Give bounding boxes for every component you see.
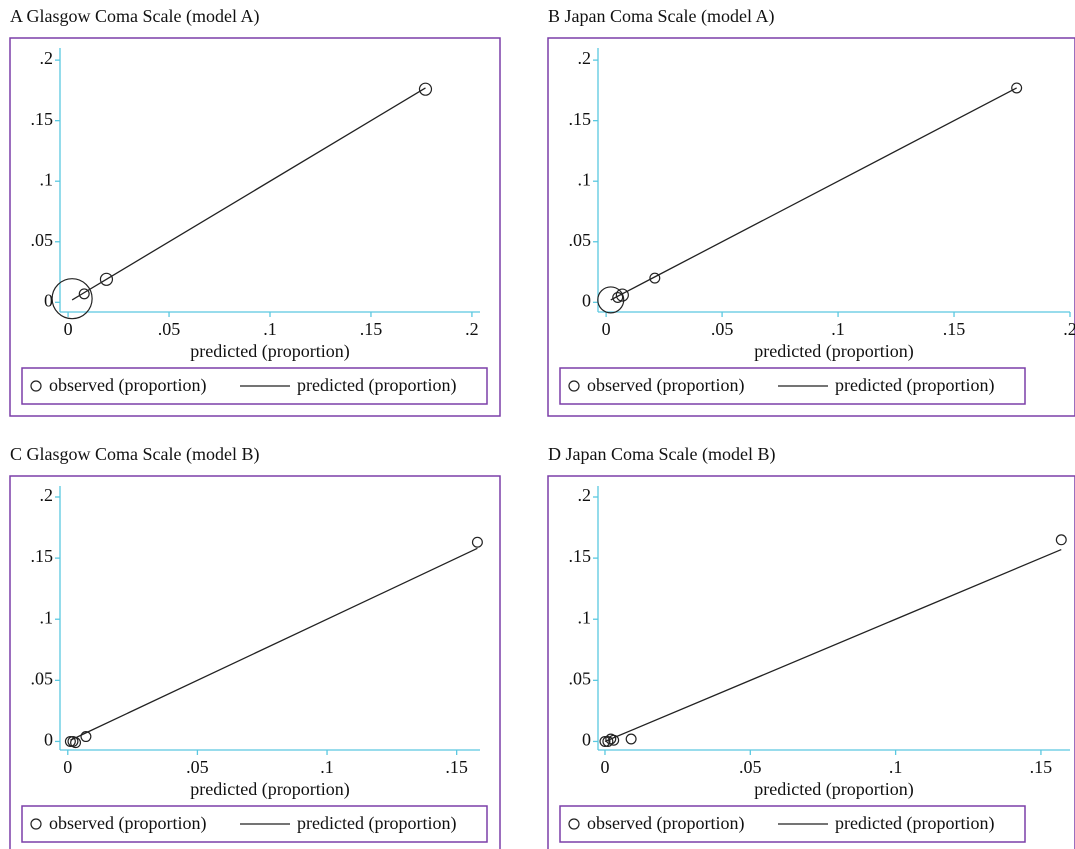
legend-label: predicted (proportion) [297, 813, 456, 834]
observed-point [625, 733, 637, 745]
observed-point [1055, 534, 1067, 546]
observed-point [599, 735, 611, 747]
y-tick-label: .2 [578, 48, 592, 68]
fit-line [610, 87, 1017, 301]
x-axis-label: predicted (proportion) [190, 341, 349, 362]
panel-title: A Glasgow Coma Scale (model A) [10, 6, 259, 27]
observed-point [51, 278, 93, 320]
fit-line [70, 547, 478, 741]
y-tick-label: .05 [31, 230, 54, 250]
x-tick-label: .05 [158, 319, 181, 339]
observed-point [1011, 82, 1023, 94]
panel-frame [9, 475, 501, 849]
y-tick-label: .2 [40, 485, 54, 505]
legend-marker [30, 380, 42, 392]
observed-point [418, 82, 433, 96]
observed-point [597, 286, 625, 314]
observed-point [70, 737, 82, 749]
panel-title: B Japan Coma Scale (model A) [548, 6, 774, 27]
legend-label: observed (proportion) [49, 375, 206, 396]
panel-title: D Japan Coma Scale (model B) [548, 444, 775, 465]
x-tick-label: 0 [64, 319, 73, 339]
observed-point [602, 735, 614, 747]
observed-point [615, 288, 629, 302]
y-tick-label: .05 [569, 668, 592, 688]
x-tick-label: 0 [63, 757, 72, 777]
x-tick-label: .2 [1063, 319, 1075, 339]
legend-label: observed (proportion) [49, 813, 206, 834]
legend-frame [559, 805, 1026, 843]
y-tick-label: .1 [578, 169, 592, 189]
y-tick-label: 0 [44, 290, 53, 310]
y-tick-label: .15 [31, 109, 54, 129]
x-tick-label: .15 [1030, 757, 1053, 777]
x-tick-label: .15 [360, 319, 383, 339]
legend-marker [30, 818, 42, 830]
x-tick-label: .1 [263, 319, 277, 339]
y-tick-label: .05 [31, 668, 54, 688]
x-tick-label: .1 [831, 319, 845, 339]
x-tick-label: .05 [186, 757, 209, 777]
y-tick-label: 0 [582, 730, 591, 750]
y-tick-label: .1 [578, 607, 592, 627]
x-axis-label: predicted (proportion) [190, 779, 349, 800]
y-tick-label: .15 [569, 546, 592, 566]
panel: D Japan Coma Scale (model B) 0 .05 .1 .15 .2 0… [547, 444, 1075, 849]
panel-frame [547, 37, 1075, 417]
x-axis-label: predicted (proportion) [754, 341, 913, 362]
y-tick-label: .2 [40, 48, 54, 68]
x-tick-label: .2 [465, 319, 479, 339]
panel-title: C Glasgow Coma Scale (model B) [10, 444, 259, 465]
x-tick-label: .15 [943, 319, 966, 339]
legend-label: observed (proportion) [587, 813, 744, 834]
y-tick-label: .2 [578, 485, 592, 505]
observed-point [80, 731, 92, 743]
legend-marker [568, 380, 580, 392]
panel: B Japan Coma Scale (model A) 0 .05 .1 .15 .2 0… [547, 6, 1075, 417]
legend-frame [21, 805, 488, 843]
y-tick-label: .15 [569, 109, 592, 129]
legend-frame [559, 367, 1026, 405]
observed-point [649, 272, 661, 284]
panel-frame [547, 475, 1075, 849]
legend-label: predicted (proportion) [297, 375, 456, 396]
legend-label: predicted (proportion) [835, 813, 994, 834]
fit-line [71, 87, 426, 301]
y-tick-label: .05 [569, 230, 592, 250]
x-tick-label: .15 [445, 757, 468, 777]
observed-point [64, 735, 76, 747]
x-tick-label: 0 [602, 319, 611, 339]
observed-point [612, 291, 624, 303]
legend-marker [568, 818, 580, 830]
panel-frame [9, 37, 501, 417]
observed-point [78, 288, 90, 300]
observed-point [471, 536, 483, 548]
y-tick-label: 0 [44, 730, 53, 750]
fit-line [604, 548, 1062, 743]
x-axis-label: predicted (proportion) [754, 779, 913, 800]
observed-point [608, 734, 620, 746]
legend-frame [21, 367, 488, 405]
y-tick-label: .1 [40, 169, 54, 189]
y-tick-label: .1 [40, 607, 54, 627]
y-tick-label: .15 [31, 546, 54, 566]
panel: C Glasgow Coma Scale (model B) 0 .05 .1 .15.… [9, 444, 501, 849]
legend-label: predicted (proportion) [835, 375, 994, 396]
x-tick-label: 0 [600, 757, 609, 777]
x-tick-label: .05 [739, 757, 762, 777]
panel: A Glasgow Coma Scale (model A) 0 .05 .1 .15.… [9, 6, 501, 417]
x-tick-label: .1 [889, 757, 903, 777]
observed-point [99, 272, 114, 286]
x-tick-label: .1 [320, 757, 334, 777]
x-tick-label: .05 [711, 319, 734, 339]
y-tick-label: 0 [582, 290, 591, 310]
legend-label: observed (proportion) [587, 375, 744, 396]
